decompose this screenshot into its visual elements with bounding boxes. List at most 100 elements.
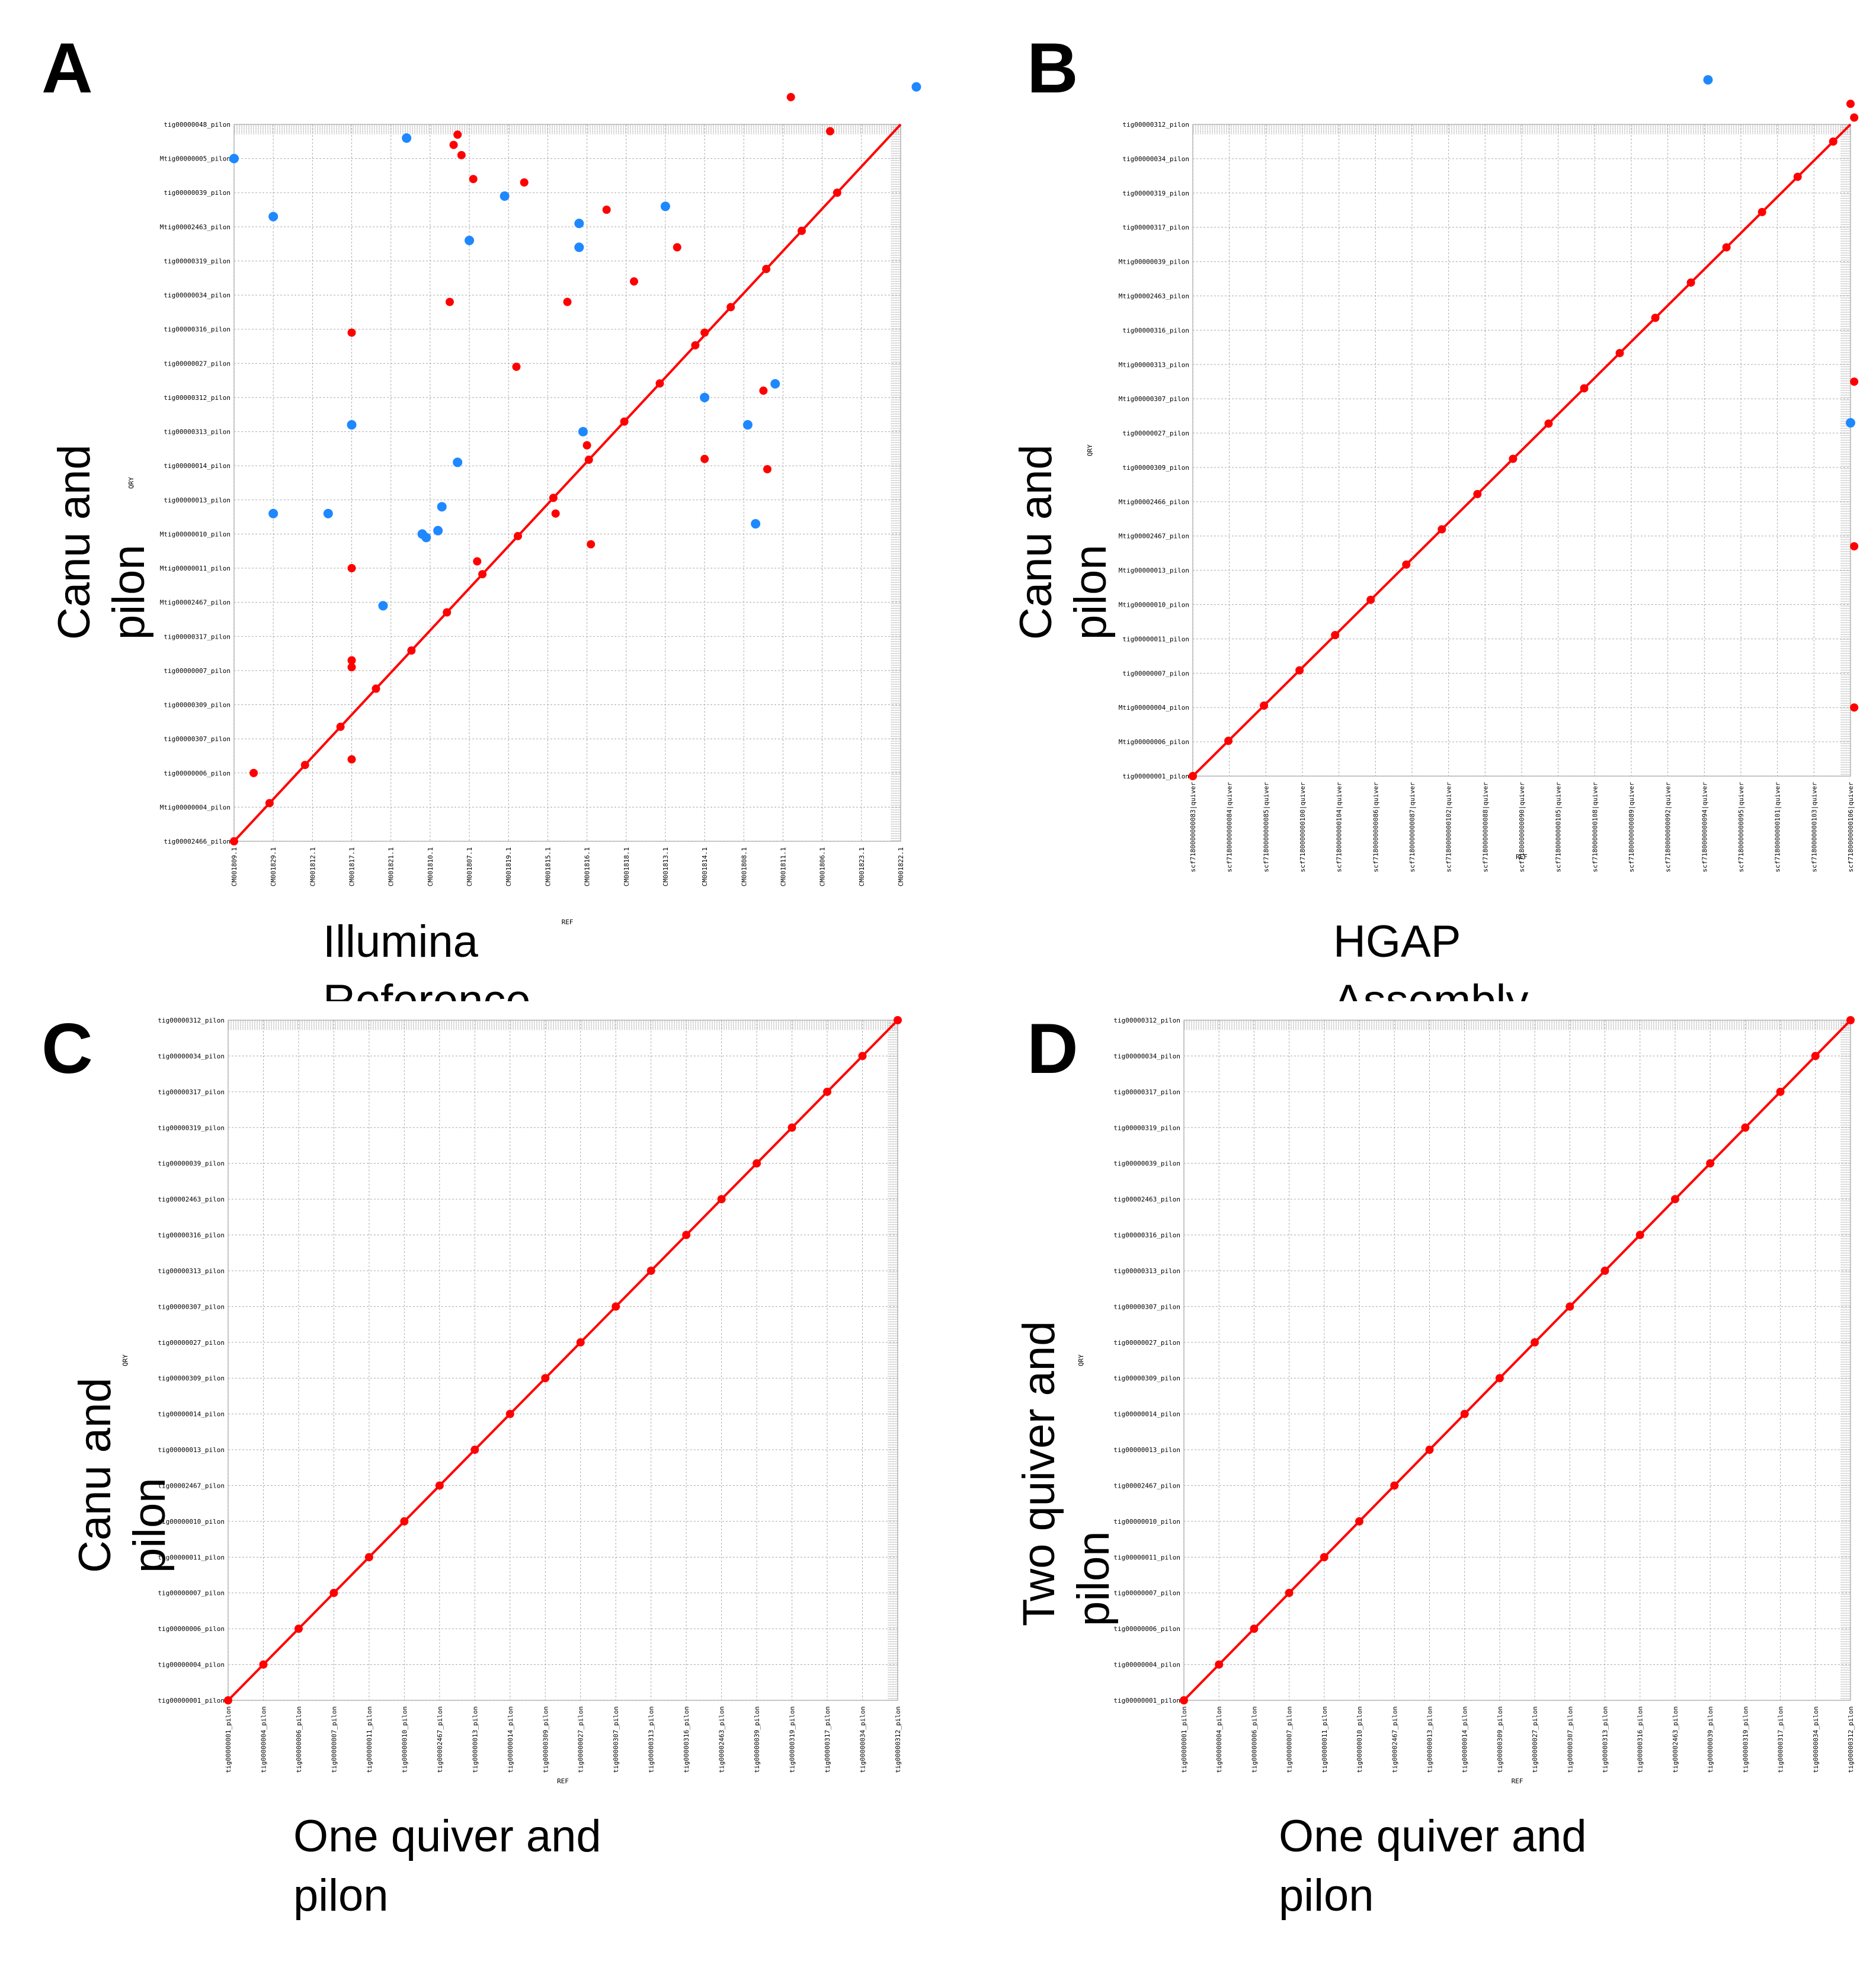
diagonal-match-point <box>655 379 664 388</box>
x-tick-label: tig00000034_pilon <box>1812 1706 1820 1773</box>
diagonal-match-point <box>1331 630 1340 639</box>
y-tick-label: tig00000013_pilon <box>164 496 231 504</box>
forward-match-point <box>449 140 458 149</box>
y-tick-label: Mtig00000005_pilon <box>160 155 231 163</box>
x-tick-label: CM001807.1 <box>466 847 473 886</box>
x-tick-label: tig00000319_pilon <box>1741 1706 1749 1773</box>
x-tick-label: scf7180000000101|quiver <box>1774 782 1782 873</box>
x-tick-label: scf7180000000104|quiver <box>1336 782 1343 873</box>
x-tick-label: CM001817.1 <box>348 847 356 886</box>
y-tick-label: tig00000312_pilon <box>1113 1017 1180 1024</box>
reverse-match-point <box>911 82 921 92</box>
x-tick-label: tig00000316_pilon <box>1637 1706 1644 1773</box>
forward-match-point <box>700 454 709 463</box>
diagonal-match-point <box>576 1338 585 1347</box>
y-tick-label: Mtig00000004_pilon <box>160 803 231 811</box>
y-tick-label: tig00000007_pilon <box>1122 669 1189 677</box>
y-tick-label: tig00000034_pilon <box>164 291 231 299</box>
x-axis-label: REF <box>1512 1777 1523 1785</box>
forward-match-point <box>347 564 356 573</box>
diagonal-match-point <box>1722 243 1731 252</box>
x-tick-label: tig00000014_pilon <box>507 1706 514 1773</box>
x-tick-label: scf7180000000089|quiver <box>1628 782 1635 873</box>
forward-match-point <box>673 243 681 252</box>
diagonal-match-point <box>1460 1409 1469 1418</box>
diagonal-match-point <box>1811 1052 1820 1060</box>
diagonal-match-point <box>646 1266 655 1275</box>
y-tick-label: tig00000307_pilon <box>164 735 231 743</box>
diagonal-match-point <box>1670 1195 1679 1204</box>
diagonal-match-point <box>259 1660 268 1669</box>
y-tick-label: tig00000039_pilon <box>158 1160 225 1168</box>
y-tick-label: tig00000319_pilon <box>158 1124 225 1132</box>
diagonal-match-point <box>1793 172 1802 181</box>
y-tick-label: tig00000006_pilon <box>1113 1625 1180 1633</box>
x-axis-label: REF <box>562 918 574 926</box>
x-tick-label: tig00000312_pilon <box>894 1706 902 1773</box>
forward-match-point <box>563 297 572 306</box>
y-tick-label: tig00000313_pilon <box>158 1267 225 1275</box>
x-tick-label: scf7180000000084|quiver <box>1226 782 1234 873</box>
x-tick-label: tig00000034_pilon <box>859 1706 867 1773</box>
diagonal-match-point <box>1566 1302 1574 1311</box>
y-tick-label: tig00000027_pilon <box>1113 1339 1180 1347</box>
forward-match-point <box>825 127 834 136</box>
diagonal-match-point <box>265 799 274 808</box>
x-tick-label: scf7180000000090|quiver <box>1518 782 1526 873</box>
y-tick-label: tig00000007_pilon <box>164 667 231 675</box>
dotplot-b: scf7180000000083|quiver scf7180000000084|… <box>1086 75 1859 873</box>
x-tick-label: scf7180000000092|quiver <box>1664 782 1672 873</box>
x-tick-label: tig00000307_pilon <box>1566 1706 1574 1773</box>
diagonal-match-point <box>797 226 806 235</box>
x-tick-label: scf7180000000108|quiver <box>1591 782 1599 873</box>
diagonal-match-point <box>1544 419 1553 428</box>
x-axis-label: REF <box>557 1777 569 1785</box>
x-tick-label: tig00000039_pilon <box>753 1706 761 1773</box>
reverse-match-point <box>229 153 239 164</box>
diagonal-match-point <box>1741 1123 1750 1132</box>
x-tick-label: tig00002467_pilon <box>436 1706 444 1773</box>
x-tick-label: CM001810.1 <box>427 847 434 886</box>
y-tick-label: tig00000027_pilon <box>164 360 231 367</box>
diagonal-match-point <box>513 531 522 540</box>
y-tick-label: Mtig00002463_pilon <box>1119 292 1189 300</box>
forward-match-point <box>1850 113 1859 122</box>
diagonal-match-point <box>1402 560 1411 569</box>
diagonal-match-point <box>1250 1624 1259 1633</box>
forward-match-point <box>602 206 611 214</box>
y-tick-label: tig00000312_pilon <box>1122 121 1189 129</box>
dotplot-d: tig00000001_pilon tig00000004_pilon tig000… <box>1077 1016 1855 1785</box>
forward-match-point <box>587 540 596 549</box>
diagonal-match-point <box>858 1052 867 1060</box>
x-tick-label: scf7180000000083|quiver <box>1189 782 1197 873</box>
forward-match-point <box>700 328 709 337</box>
y-tick-label: tig00000013_pilon <box>158 1446 225 1454</box>
x-tick-label: scf7180000000094|quiver <box>1701 782 1708 873</box>
y-tick-label: tig00000307_pilon <box>158 1303 225 1310</box>
x-tick-label: CM001812.1 <box>309 847 316 886</box>
reverse-match-point <box>770 379 780 389</box>
y-tick-label: tig00000316_pilon <box>1113 1232 1180 1239</box>
y-tick-label: tig00000317_pilon <box>1122 224 1189 232</box>
x-tick-label: CM001822.1 <box>897 847 905 886</box>
y-tick-label: Mtig00000039_pilon <box>1119 258 1189 266</box>
y-tick-label: tig00000307_pilon <box>1113 1303 1180 1310</box>
x-tick-label: scf7180000000106|quiver <box>1847 782 1855 873</box>
diagonal-match-point <box>294 1624 303 1633</box>
y-tick-label: tig00000011_pilon <box>1122 635 1189 643</box>
y-tick-label: Mtig00000010_pilon <box>1119 601 1189 609</box>
reverse-match-point <box>402 133 412 143</box>
diagonal-match-point <box>435 1481 444 1490</box>
reverse-match-point <box>433 526 443 536</box>
diagonal-match-point <box>762 265 771 274</box>
y-tick-label: tig00000006_pilon <box>164 770 231 777</box>
y-tick-label: tig00002463_pilon <box>158 1196 225 1203</box>
diagonal-match-point <box>1260 701 1269 710</box>
reverse-match-point <box>660 201 670 212</box>
x-tick-label: tig00000007_pilon <box>1286 1706 1294 1773</box>
reverse-match-point <box>700 392 710 402</box>
diagonal-match-point <box>443 608 452 617</box>
y-tick-label: tig00000010_pilon <box>1113 1518 1180 1526</box>
y-tick-label: Mtig00000006_pilon <box>1119 738 1189 746</box>
x-tick-label: tig00000317_pilon <box>1777 1706 1785 1773</box>
